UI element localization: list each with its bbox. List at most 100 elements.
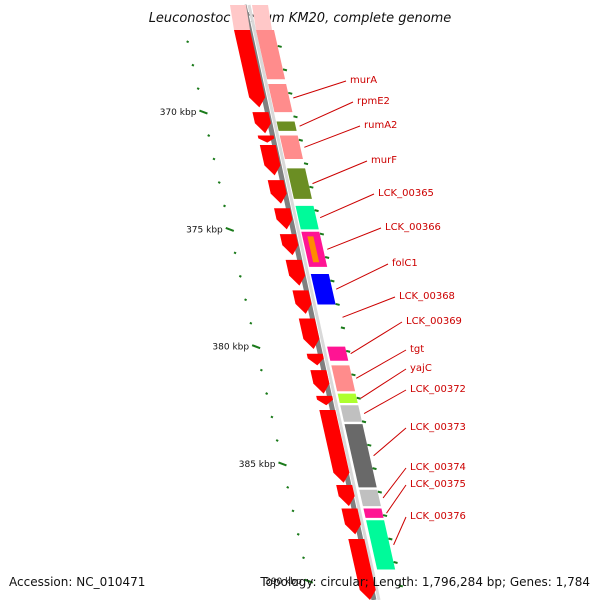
gene-block[interactable] (363, 508, 384, 518)
track-tick (372, 467, 377, 471)
track-tick (282, 68, 288, 72)
gene-block[interactable] (268, 83, 293, 113)
track-tick (303, 162, 309, 166)
forward-gene-arrow (234, 30, 266, 108)
forward-gene-arrow (279, 234, 299, 256)
accession-text: Accession: NC_010471 (9, 575, 145, 589)
genome-summary-text: Topology: circular; Length: 1,796,284 bp… (259, 575, 590, 589)
gene-label: rumA2 (364, 120, 397, 131)
track-tick (319, 232, 325, 236)
minor-tick (296, 532, 300, 536)
gene-block[interactable] (310, 273, 336, 305)
track-tick (345, 349, 351, 353)
gene-label: LCK_00368 (399, 291, 455, 302)
gene-block[interactable] (327, 346, 349, 361)
gene-block[interactable] (295, 205, 319, 230)
gene-block[interactable] (359, 489, 381, 507)
forward-gene-arrow (257, 135, 275, 143)
label-leader-line (293, 80, 347, 99)
gene-block[interactable] (287, 168, 312, 199)
gene-label: LCK_00376 (410, 511, 466, 522)
minor-tick (212, 157, 216, 161)
gene-label: LCK_00375 (410, 479, 466, 490)
track-tick (340, 326, 346, 330)
gene-block[interactable] (340, 405, 362, 422)
forward-strand-genes (230, 5, 376, 600)
reverse-gene-fade (252, 5, 272, 30)
label-leader-line (319, 193, 375, 219)
minor-tick (302, 556, 305, 560)
gene-label: LCK_00374 (410, 462, 466, 473)
track-tick (293, 115, 298, 119)
forward-gene-arrow (319, 410, 350, 483)
major-tick (225, 226, 235, 232)
label-leader-line (393, 516, 407, 546)
track-tick (335, 302, 340, 306)
gene-label: folC1 (392, 258, 418, 269)
major-tick (199, 109, 208, 115)
major-tick (278, 461, 287, 467)
gene-block[interactable] (331, 365, 356, 392)
minor-tick (275, 439, 279, 442)
forward-gene-arrow (336, 485, 355, 507)
label-leader-line (386, 484, 407, 514)
label-leader-line (363, 389, 407, 414)
major-tick (251, 344, 261, 350)
track-tick (287, 91, 293, 95)
gene-label: LCK_00369 (406, 316, 462, 327)
gene-block[interactable] (366, 520, 396, 570)
label-leader-line (312, 160, 368, 185)
gene-label: murF (371, 155, 397, 166)
track-tick (366, 443, 372, 447)
minor-tick (207, 134, 211, 137)
forward-gene-fade (230, 5, 250, 30)
minor-tick (238, 274, 242, 278)
gene-label: rpmE2 (357, 96, 390, 107)
track-tick (298, 138, 303, 142)
gene-block[interactable] (337, 393, 358, 403)
gene-label: tgt (410, 344, 424, 355)
forward-gene-arrow (341, 508, 362, 535)
minor-tick (223, 204, 226, 208)
forward-gene-arrow (259, 144, 281, 176)
gene-block[interactable] (318, 308, 341, 327)
annotated-genes (252, 5, 396, 570)
gene-block[interactable] (276, 121, 297, 131)
track-tick (351, 373, 356, 377)
minor-tick (265, 392, 269, 395)
kbp-axis: 370 kbp 375 kbp 380 kbp 385 kbp 390 kbp (160, 40, 404, 588)
track-tick (361, 420, 367, 424)
kbp-label: 390 kbp (265, 577, 302, 587)
label-leader-line (350, 321, 403, 355)
minor-tick (286, 486, 290, 489)
kbp-label: 385 kbp (239, 460, 276, 470)
gene-block[interactable] (279, 135, 303, 160)
forward-gene-arrow (306, 353, 324, 366)
forward-gene-arrow (274, 208, 293, 230)
track-tick (277, 44, 282, 48)
track-tick (377, 490, 383, 494)
label-leader-line (304, 125, 361, 148)
track-tick (382, 514, 388, 518)
forward-gene-arrow (348, 539, 376, 600)
forward-gene-arrow (285, 259, 306, 286)
label-leader-line (373, 427, 407, 457)
gene-label: LCK_00366 (385, 222, 441, 233)
gene-label: murA (350, 75, 377, 86)
kbp-label: 370 kbp (160, 108, 197, 118)
gene-block[interactable] (344, 424, 377, 488)
minor-tick (196, 87, 200, 91)
minor-tick (291, 509, 295, 513)
track-tick (309, 185, 314, 189)
forward-gene-arrow (252, 112, 271, 134)
forward-gene-arrow (292, 290, 312, 314)
label-leader-line (342, 296, 396, 318)
map-title: Leuconostoc citreum KM20, complete genom… (149, 11, 452, 26)
forward-gene-arrow (316, 395, 334, 406)
forward-gene-arrow (298, 318, 320, 350)
track-tick (388, 537, 393, 541)
minor-tick (186, 40, 190, 44)
track-tick (324, 256, 330, 260)
